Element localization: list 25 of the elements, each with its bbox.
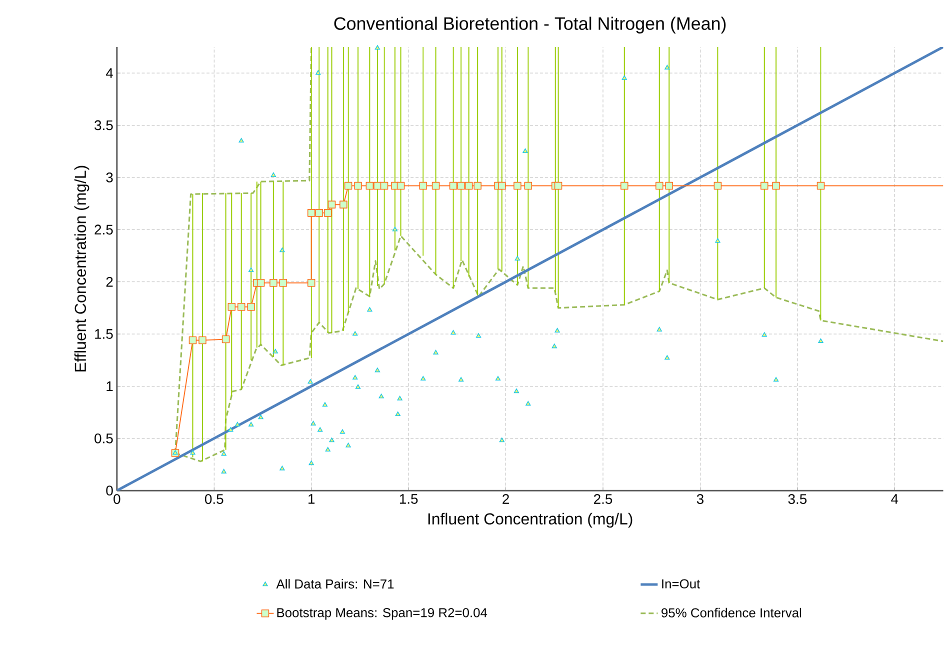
y-tick-label: 0 <box>106 485 113 496</box>
x-tick-label: 1 <box>308 494 315 504</box>
y-tick-label: 4 <box>106 68 113 78</box>
legend-label: All Data Pairs: N=71 <box>276 578 394 588</box>
x-tick-label: 0.5 <box>204 494 224 504</box>
legend-label: Bootstrap Means: Span=19 R2=0.04 <box>277 608 488 620</box>
y-tick-label: 1.5 <box>95 328 113 339</box>
y-tick-label: 2 <box>106 276 113 286</box>
chart-title: Conventional Bioretention - Total Nitrogen (Mean) <box>334 16 726 34</box>
x-tick-label: 0 <box>114 494 120 504</box>
y-tick-label: 3.5 <box>94 120 113 130</box>
y-tick-label: 1 <box>106 381 113 391</box>
x-tick-label: 3.5 <box>788 494 807 504</box>
legend-label: In=Out <box>662 579 700 588</box>
x-tick-label: 3 <box>696 494 704 504</box>
x-tick-label: 2.5 <box>594 494 612 504</box>
x-tick-label: 2 <box>502 494 509 504</box>
x-axis-title: Influent Concentration (mg/L) <box>428 512 632 528</box>
y-tick-label: 2.5 <box>94 224 113 234</box>
y-tick-label: 3 <box>106 172 113 182</box>
y-tick-label: 0.5 <box>94 433 113 444</box>
x-tick-label: 4 <box>891 494 898 504</box>
legend-label: 95% Confidence Interval <box>662 608 802 618</box>
x-tick-label: 1.5 <box>400 494 418 504</box>
y-axis-title: Effluent Concentration (mg/L) <box>74 166 90 372</box>
